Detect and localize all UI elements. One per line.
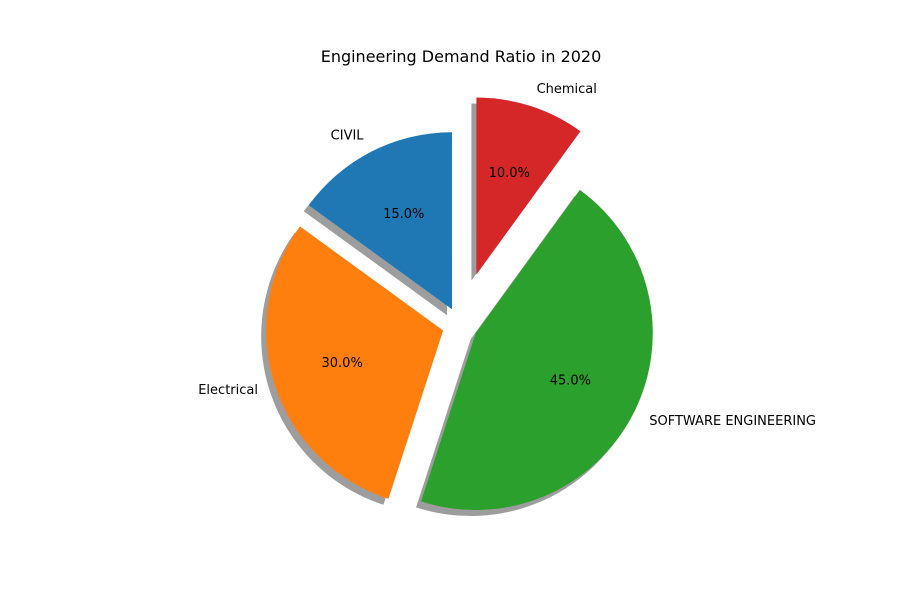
slice-percent-electrical: 30.0%: [322, 356, 363, 371]
slice-label-chemical: Chemical: [537, 82, 597, 97]
pie-slice-electrical: [266, 226, 444, 499]
slice-label-software-engineering: SOFTWARE ENGINEERING: [649, 414, 816, 429]
pie-slice-chemical: [476, 97, 581, 275]
pie-slices: [266, 97, 653, 511]
slice-percent-chemical: 10.0%: [489, 166, 530, 181]
pie-slice-software-engineering: [421, 189, 653, 511]
pie-slice-civil: [308, 132, 452, 310]
slice-percent-civil: 15.0%: [383, 207, 424, 222]
slice-percent-software-engineering: 45.0%: [550, 374, 591, 389]
slice-label-electrical: Electrical: [198, 383, 258, 398]
slice-labels: CIVIL 15.0% Electrical 30.0% SOFTWARE ENGINE…: [198, 82, 816, 429]
slice-label-civil: CIVIL: [331, 128, 365, 143]
chart-title: Engineering Demand Ratio in 2020: [321, 47, 602, 66]
